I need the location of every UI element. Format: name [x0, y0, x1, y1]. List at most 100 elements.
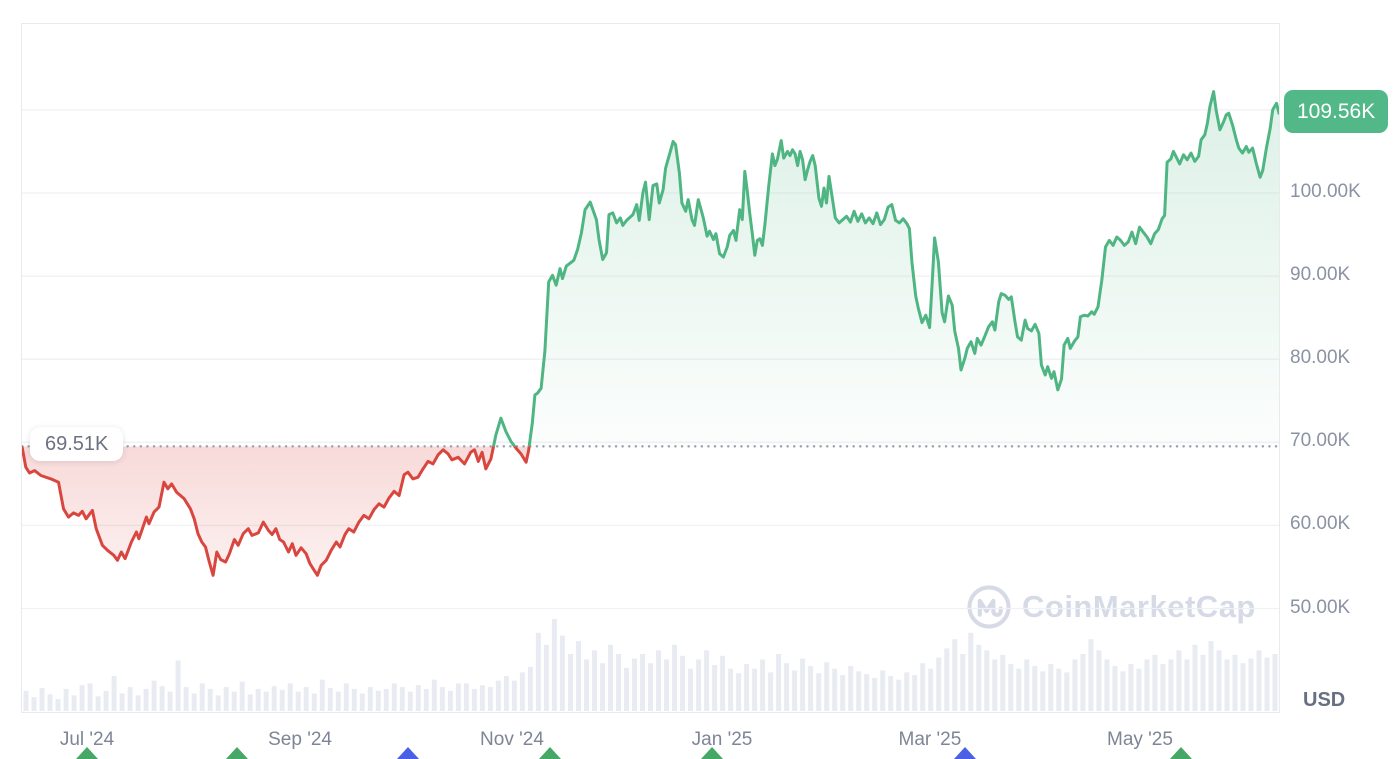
volume-bar — [992, 659, 998, 711]
volume-bar — [872, 677, 878, 711]
volume-bar — [143, 688, 149, 711]
volume-bar — [335, 691, 341, 711]
volume-bar — [664, 659, 669, 711]
volume-bar — [608, 644, 613, 711]
volume-bar — [319, 679, 325, 711]
event-marker-green[interactable] — [225, 747, 248, 759]
volume-bar — [543, 644, 549, 711]
volume-bar — [527, 666, 533, 711]
volume-bar — [816, 673, 822, 711]
volume-bar — [1040, 671, 1046, 711]
volume-bar — [984, 650, 990, 711]
volume-bar — [327, 688, 333, 711]
volume-bar — [375, 690, 381, 711]
volume-bar — [648, 663, 653, 711]
volume-bar — [111, 676, 117, 711]
event-marker-green[interactable] — [700, 747, 723, 759]
event-marker-blue[interactable] — [397, 747, 420, 759]
y-tick-label: 80.00K — [1290, 347, 1351, 369]
volume-bar — [1088, 639, 1094, 711]
volume-bar — [167, 691, 173, 711]
volume-bar — [1128, 664, 1134, 711]
volume-bar — [1056, 668, 1062, 711]
volume-bar — [912, 675, 918, 711]
coinmarketcap-watermark: CoinMarketCap — [966, 584, 1256, 630]
volume-bar — [1000, 654, 1006, 711]
x-tick-label: Jul '24 — [59, 729, 115, 750]
volume-bar — [1016, 668, 1022, 711]
volume-bar — [904, 672, 910, 711]
volume-bar — [223, 687, 229, 711]
volume-bar — [1272, 654, 1278, 711]
volume-bar — [776, 654, 782, 711]
volume-bar — [23, 690, 29, 711]
volume-bar — [207, 688, 213, 711]
event-marker-blue[interactable] — [954, 747, 976, 759]
volume-bar — [383, 688, 389, 711]
volume-bar — [968, 632, 974, 711]
volume-bar — [1080, 654, 1086, 711]
volume-bar — [1048, 664, 1054, 711]
volume-bar — [447, 690, 453, 711]
volume-bar — [832, 668, 838, 711]
x-tick-label: Jan '25 — [691, 729, 753, 750]
volume-bar — [471, 688, 477, 711]
volume-bar — [127, 687, 133, 711]
volume-bar — [1064, 672, 1070, 711]
volume-bar — [175, 660, 181, 711]
volume-bar — [295, 691, 301, 711]
volume-bar — [151, 680, 157, 711]
volume-bar — [191, 693, 197, 711]
volume-bar — [880, 670, 886, 711]
volume-bar — [455, 683, 461, 711]
volume-bar — [391, 683, 397, 711]
volume-bar — [1256, 650, 1262, 711]
event-marker-green[interactable] — [1169, 747, 1192, 759]
volume-bar — [47, 694, 53, 711]
volume-bar — [592, 650, 597, 711]
event-marker-green[interactable] — [75, 747, 98, 759]
volume-bar — [239, 681, 245, 711]
volume-bar — [1216, 650, 1222, 711]
volume-bar — [896, 679, 902, 711]
volume-bar — [1152, 654, 1158, 711]
volume-bar — [688, 668, 693, 711]
volume-bar — [351, 688, 357, 711]
volume-bar — [680, 655, 685, 711]
y-tick-label: 90.00K — [1290, 264, 1351, 286]
volume-bar — [728, 668, 734, 711]
volume-bar — [864, 674, 870, 711]
volume-bar — [511, 680, 517, 711]
chart-canvas[interactable] — [22, 24, 1279, 712]
volume-bar — [199, 683, 205, 711]
volume-bar — [423, 688, 429, 711]
volume-bar — [1032, 665, 1038, 711]
volume-bar — [1232, 654, 1238, 711]
volume-bar — [255, 688, 261, 711]
volume-bar — [568, 654, 573, 711]
volume-bar — [287, 683, 293, 711]
y-tick-label: 70.00K — [1290, 430, 1351, 452]
volume-bar — [656, 650, 661, 711]
price-line-down — [22, 446, 531, 577]
volume-bar — [1072, 659, 1078, 711]
volume-bar — [103, 690, 109, 711]
volume-bar — [928, 668, 934, 711]
volume-bar — [736, 673, 742, 711]
y-tick-label: 50.00K — [1290, 596, 1351, 618]
volume-bar — [159, 686, 165, 711]
volume-bar — [495, 680, 501, 711]
area-fill-up — [493, 91, 1279, 447]
coinmarketcap-logo-icon — [967, 585, 1011, 629]
event-marker-green[interactable] — [538, 747, 561, 759]
volume-bar — [704, 650, 710, 711]
watermark-label: CoinMarketCap — [1022, 589, 1256, 624]
volume-bar — [519, 672, 525, 711]
volume-bar — [1104, 659, 1110, 711]
volume-bar — [1160, 664, 1166, 711]
currency-unit-label: USD — [1303, 689, 1346, 711]
chart-plot-area[interactable] — [21, 23, 1280, 713]
volume-bar — [960, 654, 966, 711]
volume-bar — [1248, 658, 1254, 711]
